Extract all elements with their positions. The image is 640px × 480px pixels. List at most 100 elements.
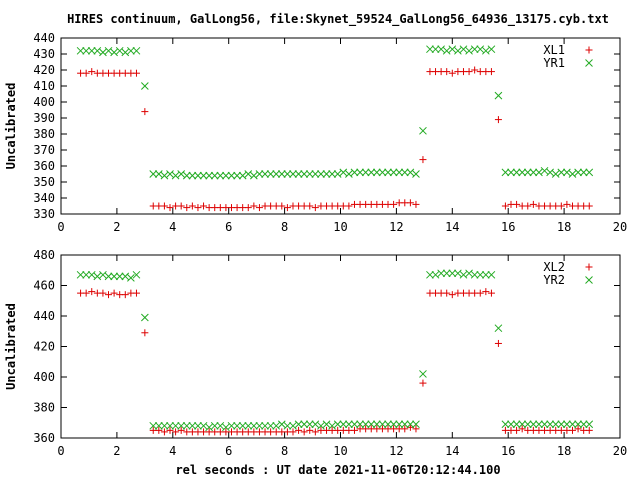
data-point bbox=[471, 66, 479, 74]
data-point bbox=[255, 204, 263, 212]
data-point bbox=[585, 168, 594, 177]
data-point bbox=[121, 272, 130, 281]
data-point bbox=[494, 91, 503, 100]
data-point bbox=[443, 68, 451, 76]
data-point bbox=[419, 379, 427, 387]
data-point bbox=[481, 270, 490, 279]
data-point bbox=[546, 168, 554, 177]
data-point bbox=[172, 428, 180, 436]
x-tick-label: 12 bbox=[389, 220, 403, 234]
data-point bbox=[574, 425, 582, 433]
data-point bbox=[518, 420, 527, 429]
data-point bbox=[540, 166, 549, 175]
data-point bbox=[294, 170, 303, 178]
y-tick-label: 430 bbox=[33, 47, 55, 61]
data-point bbox=[171, 421, 180, 430]
data-point bbox=[205, 171, 213, 180]
data-point bbox=[507, 168, 515, 177]
data-point bbox=[476, 45, 485, 54]
data-point bbox=[272, 421, 281, 430]
x-tick-label: 16 bbox=[501, 220, 515, 234]
data-point bbox=[437, 269, 445, 278]
data-point bbox=[183, 204, 191, 212]
x-tick-label: 2 bbox=[113, 220, 120, 234]
data-point bbox=[216, 421, 225, 430]
data-point bbox=[88, 68, 96, 76]
data-point bbox=[250, 202, 258, 210]
data-point bbox=[311, 170, 320, 178]
data-point bbox=[82, 69, 90, 77]
data-point bbox=[367, 420, 376, 429]
y-axis-label: Uncalibrated bbox=[4, 83, 18, 170]
data-point bbox=[529, 168, 538, 177]
chart-title: HIRES continuum, GalLong56, file:Skynet_… bbox=[67, 12, 609, 27]
data-point bbox=[540, 420, 549, 429]
data-point bbox=[529, 200, 537, 208]
data-point bbox=[88, 288, 96, 296]
data-point bbox=[194, 421, 202, 430]
data-point bbox=[200, 202, 208, 210]
x-tick-label: 0 bbox=[57, 220, 64, 234]
legend-marker bbox=[585, 263, 593, 271]
x-tick-label: 0 bbox=[57, 444, 64, 458]
data-point bbox=[494, 324, 503, 333]
data-point bbox=[82, 270, 91, 279]
data-point bbox=[244, 204, 252, 212]
data-point bbox=[166, 170, 174, 178]
data-point bbox=[272, 170, 281, 178]
data-point bbox=[465, 68, 473, 76]
y-tick-label: 460 bbox=[33, 279, 55, 293]
bottom-panel: 360 380 400 420 440 460 480 0 2 4 6 8 10 12 14 16 18 20 Un… bbox=[4, 248, 627, 458]
data-point bbox=[476, 289, 484, 297]
data-point bbox=[524, 202, 532, 210]
data-point bbox=[141, 329, 149, 337]
top-panel: 330 340 350 360 370 380 390 400 410 420 430 440 0 2 4 6… bbox=[4, 31, 627, 234]
data-point bbox=[476, 270, 485, 279]
data-point bbox=[487, 68, 495, 76]
data-point bbox=[306, 426, 314, 434]
data-point bbox=[140, 313, 149, 322]
data-point bbox=[412, 170, 420, 178]
data-point bbox=[345, 202, 353, 210]
data-point bbox=[238, 421, 247, 430]
data-point bbox=[400, 168, 409, 177]
data-point bbox=[154, 170, 163, 178]
data-point bbox=[501, 168, 510, 177]
data-point bbox=[177, 421, 186, 430]
data-point bbox=[216, 171, 225, 180]
data-point bbox=[513, 426, 521, 434]
data-point bbox=[261, 421, 269, 430]
data-point bbox=[518, 425, 526, 433]
data-point bbox=[87, 46, 96, 55]
data-point bbox=[401, 425, 409, 433]
legend-label: XL1 bbox=[543, 43, 565, 57]
data-point bbox=[322, 420, 331, 429]
data-point bbox=[512, 168, 521, 177]
data-point bbox=[372, 420, 381, 429]
data-point bbox=[378, 168, 387, 177]
data-point bbox=[140, 82, 149, 90]
data-point bbox=[311, 428, 319, 436]
data-point bbox=[579, 420, 588, 429]
data-point bbox=[535, 168, 543, 177]
data-point bbox=[255, 170, 264, 178]
data-point bbox=[557, 168, 566, 177]
data-point bbox=[227, 171, 236, 180]
data-point bbox=[443, 289, 451, 297]
x-tick-label: 12 bbox=[389, 444, 403, 458]
data-point bbox=[283, 421, 292, 430]
data-point bbox=[345, 420, 353, 429]
data-point bbox=[210, 421, 219, 430]
x-tick-label: 14 bbox=[445, 220, 459, 234]
data-point bbox=[194, 171, 202, 180]
data-point bbox=[110, 289, 118, 297]
data-point bbox=[551, 420, 560, 429]
legend-marker bbox=[585, 59, 593, 67]
data-point bbox=[523, 168, 532, 177]
data-point bbox=[166, 204, 174, 212]
data-point bbox=[266, 421, 275, 430]
data-point bbox=[389, 168, 398, 177]
data-point bbox=[233, 421, 241, 430]
legend-label: YR1 bbox=[543, 56, 565, 70]
data-point bbox=[487, 289, 495, 297]
